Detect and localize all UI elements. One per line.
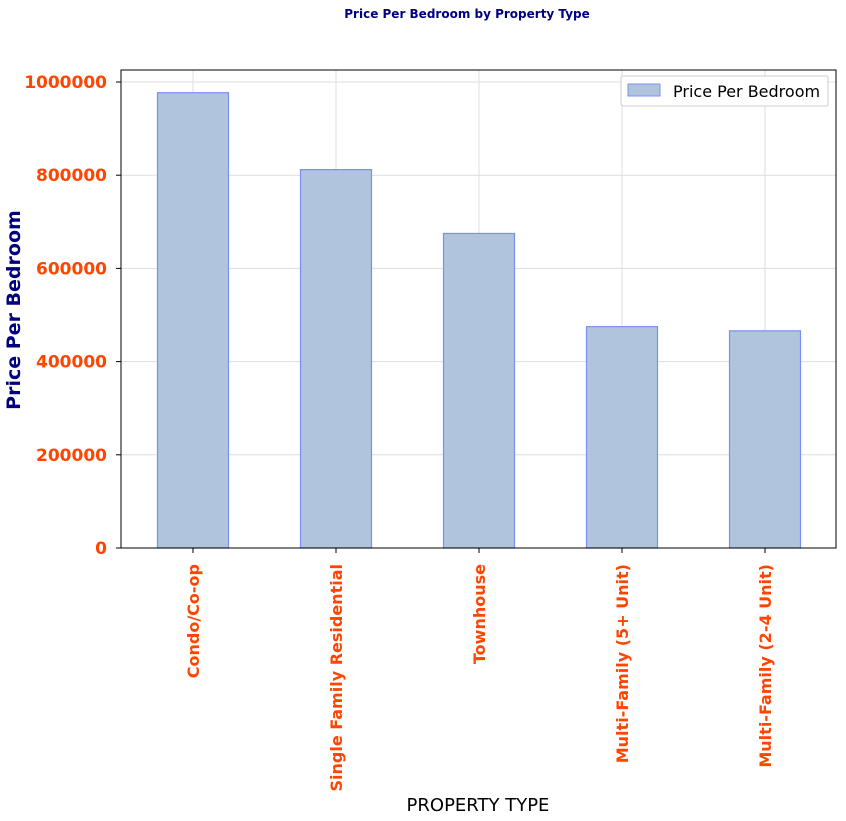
bar bbox=[585, 326, 659, 549]
y-axis-label: Price Per Bedroom bbox=[3, 210, 25, 410]
legend-frame bbox=[620, 75, 829, 107]
legend-label: Price Per Bedroom bbox=[673, 82, 820, 101]
bar bbox=[728, 330, 802, 549]
bar bbox=[442, 232, 516, 549]
bar bbox=[299, 169, 373, 549]
y-ticks: 0 200000 400000 600000 800000 1000000 bbox=[24, 73, 121, 559]
y-tick-label: 800000 bbox=[36, 166, 107, 186]
chart-title: Price Per Bedroom by Property Type bbox=[344, 7, 590, 21]
y-tick-label: 0 bbox=[95, 539, 107, 559]
x-tick-label: Multi-Family (2-4 Unit) bbox=[756, 564, 775, 768]
y-tick-label: 400000 bbox=[36, 353, 107, 373]
x-tick-label: Condo/Co-op bbox=[184, 564, 203, 678]
legend-swatch bbox=[627, 83, 661, 97]
x-ticks: Condo/Co-op Single Family Residential Town… bbox=[184, 548, 775, 791]
y-tick-label: 1000000 bbox=[24, 73, 107, 93]
x-tick-label: Single Family Residential bbox=[327, 564, 346, 791]
x-axis-label: PROPERTY TYPE bbox=[407, 795, 550, 816]
bar bbox=[156, 92, 230, 549]
bars bbox=[156, 92, 802, 549]
x-tick-label: Townhouse bbox=[470, 564, 489, 664]
x-tick-label: Multi-Family (5+ Unit) bbox=[613, 564, 632, 763]
legend: Price Per Bedroom bbox=[620, 75, 829, 107]
y-tick-label: 600000 bbox=[36, 259, 107, 279]
y-tick-label: 200000 bbox=[36, 446, 107, 466]
